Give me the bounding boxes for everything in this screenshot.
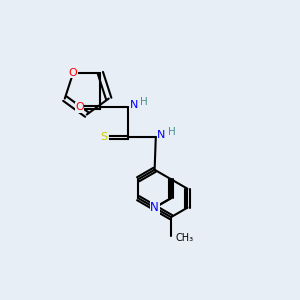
Text: H: H [140, 97, 148, 106]
Text: N: N [130, 100, 138, 110]
Text: S: S [100, 132, 107, 142]
Text: H: H [168, 127, 176, 137]
Text: N: N [150, 201, 159, 214]
Text: O: O [75, 102, 84, 112]
Text: O: O [69, 68, 78, 78]
Text: N: N [158, 130, 166, 140]
Text: CH₃: CH₃ [176, 233, 194, 243]
